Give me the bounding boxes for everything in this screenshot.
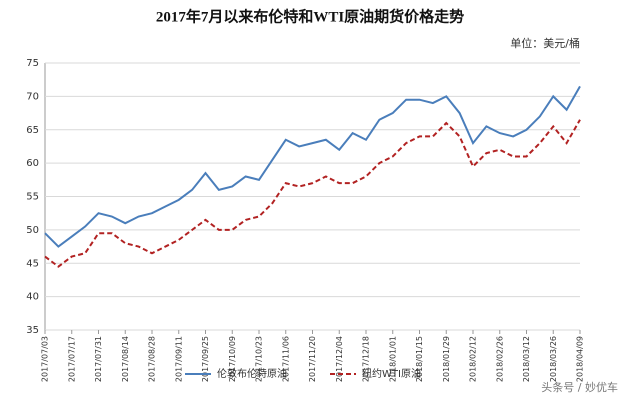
x-tick-label: 2017/11/06: [281, 336, 290, 382]
x-tick-label: 2017/08/28: [148, 336, 157, 382]
y-tick-label: 60: [26, 158, 39, 169]
x-tick-label: 2018/01/01: [388, 336, 397, 382]
y-tick-label: 65: [26, 125, 39, 136]
x-tick-label: 2017/12/18: [362, 336, 371, 382]
y-tick-label: 55: [26, 192, 39, 203]
y-tick-label: 40: [26, 292, 39, 303]
x-tick-label: 2018/04/09: [576, 336, 585, 382]
x-tick-label: 2017/08/14: [121, 336, 130, 382]
x-tick-label: 2017/12/04: [335, 336, 344, 382]
x-tick-label: 2018/03/26: [549, 336, 558, 382]
x-tick-label: 2018/02/12: [469, 336, 478, 382]
x-tick-label: 2017/07/31: [94, 336, 103, 382]
x-tick-label: 2017/07/03: [41, 336, 50, 382]
x-tick-label: 2018/01/15: [415, 336, 424, 382]
y-tick-label: 35: [26, 325, 39, 336]
x-tick-label: 2017/11/20: [308, 336, 317, 382]
legend-label: 伦敦布伦特原油: [217, 367, 287, 380]
series-line: [44, 85, 581, 248]
series-line: [44, 119, 581, 268]
x-tick-label: 2018/03/12: [522, 336, 531, 382]
unit-label: 单位：美元/桶: [510, 36, 580, 50]
y-tick-label: 45: [26, 258, 39, 269]
x-tick-label: 2017/10/23: [255, 336, 264, 382]
x-tick-label: 2017/07/17: [67, 336, 76, 382]
watermark: 头条号 / 妙优车: [541, 380, 618, 394]
x-tick-label: 2018/02/26: [495, 336, 504, 382]
legend-label: 纽约WTI原油: [362, 367, 421, 380]
chart-title: 2017年7月以来布伦特和WTI原油期货价格走势: [156, 7, 464, 25]
x-tick-label: 2017/09/11: [174, 336, 183, 382]
x-tick-label: 2018/01/29: [442, 336, 451, 382]
y-tick-label: 75: [26, 58, 39, 69]
x-tick-label: 2017/09/25: [201, 336, 210, 382]
y-tick-label: 70: [26, 91, 39, 102]
y-tick-label: 50: [26, 225, 39, 236]
x-tick-label: 2017/10/09: [228, 336, 237, 382]
